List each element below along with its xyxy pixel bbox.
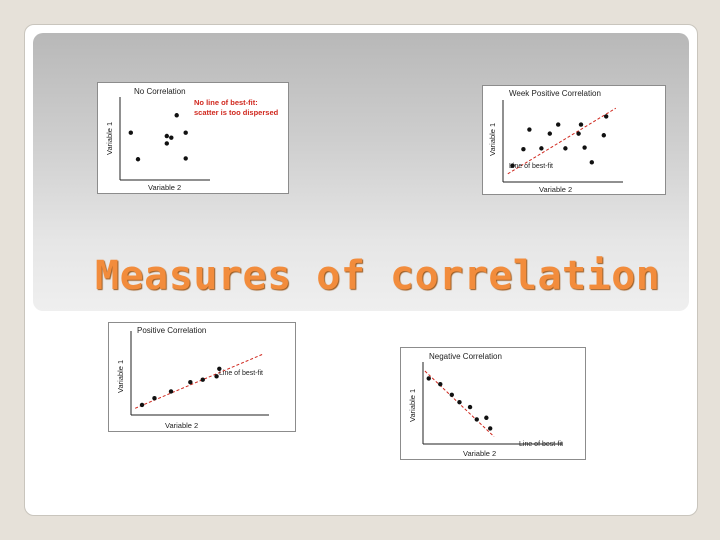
chart-title: Positive Correlation xyxy=(137,326,206,335)
data-point-1 xyxy=(426,376,431,381)
data-point-6 xyxy=(183,130,188,135)
data-point-8 xyxy=(488,426,493,431)
fit-line-label: Line of best-fit xyxy=(219,370,263,377)
chart-positive-correlation: Positive Correlation Variable 2 Variable… xyxy=(108,322,296,432)
data-point-3 xyxy=(527,127,532,132)
data-point-3 xyxy=(164,133,169,139)
data-point-8 xyxy=(169,135,174,140)
data-point-8 xyxy=(576,131,581,136)
data-point-6 xyxy=(556,122,561,127)
data-point-5 xyxy=(174,113,179,118)
y-axis-label: Variable 1 xyxy=(488,123,497,156)
data-point-1 xyxy=(139,402,145,408)
data-point-4 xyxy=(539,146,544,151)
annotation-line-1: No line of best-fit: xyxy=(194,98,258,107)
chart-weak-positive-correlation: Week Positive Correlation Variable 2 Var… xyxy=(482,85,666,195)
fit-line-group xyxy=(507,107,617,175)
chart-title: Week Positive Correlation xyxy=(509,89,601,98)
x-axis-label: Variable 2 xyxy=(165,421,198,430)
y-axis-label: Variable 1 xyxy=(105,122,114,155)
data-point-7 xyxy=(183,156,188,161)
data-point-2 xyxy=(438,381,443,387)
data-point-5 xyxy=(200,377,205,382)
data-point-6 xyxy=(214,374,219,379)
data-point-5 xyxy=(547,131,552,136)
data-point-2 xyxy=(135,157,141,162)
chart-weak-positive-svg: Week Positive Correlation Variable 2 Var… xyxy=(488,89,623,194)
data-point-2 xyxy=(152,396,157,401)
data-point-2 xyxy=(521,147,526,152)
y-axis-label: Variable 1 xyxy=(116,360,125,393)
data-point-4 xyxy=(164,141,169,146)
data-point-11 xyxy=(589,160,594,165)
chart-positive-svg: Positive Correlation Variable 2 Variable… xyxy=(116,326,269,430)
chart-negative-correlation: Negative Correlation Variable 2 Variable… xyxy=(400,347,586,460)
data-point-5 xyxy=(467,404,473,410)
data-point-13 xyxy=(604,114,609,119)
data-point-7 xyxy=(563,146,568,151)
y-axis-label: Variable 1 xyxy=(408,389,417,422)
slide: No Correlation Variable 2 Variable 1 No … xyxy=(24,24,698,516)
fit-line-label: Line of best-fit xyxy=(519,441,563,448)
fit-line-label: Line of best-fit xyxy=(509,163,553,170)
x-axis-label: Variable 2 xyxy=(463,449,496,458)
data-point-7 xyxy=(217,366,222,371)
chart-title: Negative Correlation xyxy=(429,352,502,361)
chart-no-correlation: No Correlation Variable 2 Variable 1 No … xyxy=(97,82,289,194)
data-point-7 xyxy=(484,415,489,420)
annotation-line-2: scatter is too dispersed xyxy=(194,108,279,117)
data-point-1 xyxy=(128,130,133,135)
scatter-points xyxy=(510,114,609,168)
fit-line xyxy=(507,107,617,175)
x-axis-label: Variable 2 xyxy=(148,183,181,192)
scatter-points xyxy=(426,376,493,431)
x-axis-label: Variable 2 xyxy=(539,185,572,194)
scatter-points xyxy=(128,113,188,162)
chart-no-correlation-svg: No Correlation Variable 2 Variable 1 No … xyxy=(105,87,279,192)
data-point-3 xyxy=(168,389,174,394)
data-point-1 xyxy=(510,163,515,168)
data-point-10 xyxy=(582,145,587,150)
slide-title: Measures of correlation xyxy=(95,253,661,299)
chart-title: No Correlation xyxy=(134,87,186,96)
data-point-4 xyxy=(188,380,193,385)
data-point-3 xyxy=(449,392,454,397)
data-point-6 xyxy=(474,417,479,422)
chart-negative-svg: Negative Correlation Variable 2 Variable… xyxy=(408,352,563,458)
data-point-12 xyxy=(601,133,606,138)
data-point-4 xyxy=(457,399,462,405)
data-point-9 xyxy=(578,122,584,127)
scatter-points xyxy=(139,366,222,408)
